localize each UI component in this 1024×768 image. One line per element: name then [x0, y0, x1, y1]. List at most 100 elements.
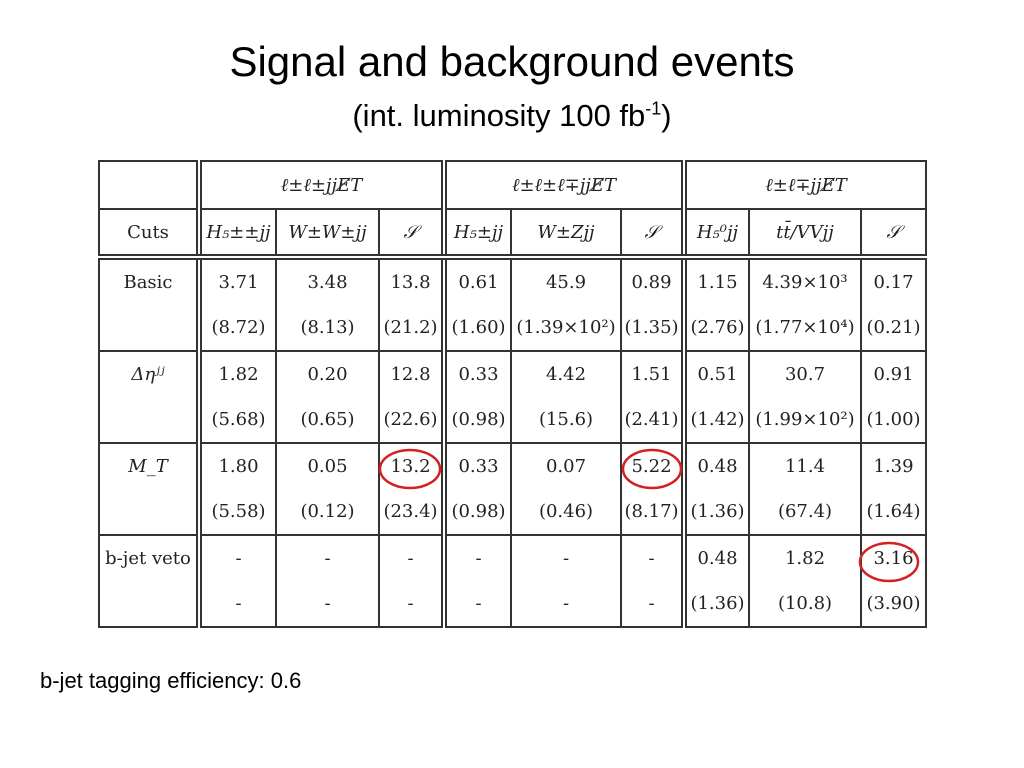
footer-note: b-jet tagging efficiency: 0.6 — [40, 668, 302, 693]
value: 0.48 — [697, 456, 738, 477]
cut-row: Basic 3.71 (8.72) 3.48 (8.13) 13.8 (21.2) 0.61 (… — [98, 256, 927, 352]
group-header-row: ℓ±ℓ±jjE̸T ℓ±ℓ±ℓ∓jjE̸T ℓ±ℓ∓jjE̸T — [98, 160, 927, 210]
value-cell: 0.05 (0.12) — [275, 442, 380, 536]
error: (8.13) — [300, 317, 355, 338]
value: 3.16 — [873, 548, 914, 569]
value: - — [648, 548, 655, 569]
error: - — [324, 593, 331, 614]
value-cell: 1.51 (2.41) — [620, 350, 685, 444]
value-cell: 3.16 (3.90) — [860, 534, 927, 628]
empty-cell — [98, 160, 200, 210]
value-cell: -- — [441, 534, 512, 628]
column-header: 𝒮 — [378, 208, 445, 260]
value: 30.7 — [784, 364, 826, 385]
value-cell: 5.22 (8.17) — [620, 442, 685, 536]
cut-label: Δηʲʲ — [131, 364, 165, 385]
value: 1.80 — [218, 456, 259, 477]
column-header: H₅±jj — [441, 208, 512, 260]
column-header: 𝒮 — [860, 208, 927, 260]
value-cell: 1.80 (5.58) — [196, 442, 277, 536]
value-cell: 1.82 (10.8) — [748, 534, 862, 628]
value: 0.33 — [458, 364, 499, 385]
error: (3.90) — [866, 593, 921, 614]
error: (1.64) — [866, 501, 921, 522]
value-cell: -- — [196, 534, 277, 628]
value: 0.05 — [307, 456, 348, 477]
value: - — [475, 548, 482, 569]
value-cell: 0.07 (0.46) — [510, 442, 622, 536]
value-cell: -- — [275, 534, 380, 628]
value: 0.91 — [873, 364, 914, 385]
subtitle-text: (int. luminosity 100 fb — [352, 98, 646, 133]
value: 4.39×10³ — [762, 272, 848, 293]
value-cell: -- — [510, 534, 622, 628]
value: 0.17 — [873, 272, 914, 293]
error: (0.98) — [451, 501, 506, 522]
value: - — [407, 548, 414, 569]
table-body: ℓ±ℓ±jjE̸T ℓ±ℓ±ℓ∓jjE̸T ℓ±ℓ∓jjE̸T Cuts H₅±±jj W… — [98, 160, 927, 628]
title: Signal and background events — [229, 38, 795, 85]
subtitle: (int. luminosity 100 fb-1) — [0, 98, 1024, 134]
value: 0.33 — [458, 456, 499, 477]
value: 0.51 — [697, 364, 738, 385]
value: 3.48 — [307, 272, 348, 293]
cut-label: b-jet veto — [105, 548, 191, 569]
cut-label: Basic — [123, 272, 173, 293]
value: 1.15 — [697, 272, 738, 293]
error: (5.68) — [211, 409, 266, 430]
error: (22.6) — [383, 409, 438, 430]
value: 11.4 — [784, 456, 826, 477]
error: - — [562, 593, 570, 614]
value: 1.51 — [631, 364, 672, 385]
error: (1.42) — [690, 409, 745, 430]
error: (0.46) — [538, 501, 594, 522]
value-cell: -- — [620, 534, 685, 628]
error: (1.35) — [624, 317, 679, 338]
value-cell: 1.82 (5.68) — [196, 350, 277, 444]
value: 45.9 — [545, 272, 587, 293]
value: 0.48 — [697, 548, 738, 569]
subtitle-sup: -1 — [645, 98, 662, 119]
value-cell: 0.48 (1.36) — [681, 534, 750, 628]
error: (2.41) — [624, 409, 679, 430]
column-header: 𝒮 — [620, 208, 685, 260]
error: (67.4) — [777, 501, 833, 522]
value-cell: 11.4 (67.4) — [748, 442, 862, 536]
error: (15.6) — [538, 409, 594, 430]
error: (0.21) — [866, 317, 921, 338]
value: 4.42 — [545, 364, 587, 385]
column-header: H₅⁰jj — [681, 208, 750, 260]
column-header: H₅±±jj — [196, 208, 277, 260]
cut-label: M_T — [128, 456, 168, 477]
error: (10.8) — [777, 593, 833, 614]
subtitle-end: ) — [661, 98, 672, 133]
value: - — [235, 548, 242, 569]
results-table: ℓ±ℓ±jjE̸T ℓ±ℓ±ℓ∓jjE̸T ℓ±ℓ∓jjE̸T Cuts H₅±±jj W… — [98, 160, 927, 628]
error: (1.77×10⁴) — [755, 317, 855, 338]
column-header: tt̄/VVjj — [748, 208, 862, 260]
error: (21.2) — [383, 317, 438, 338]
value-cell: 0.89 (1.35) — [620, 256, 685, 352]
value: - — [562, 548, 570, 569]
error: (1.99×10²) — [755, 409, 855, 430]
value-cell: 4.42 (15.6) — [510, 350, 622, 444]
error: (1.60) — [451, 317, 506, 338]
group-header: ℓ±ℓ±ℓ∓jjE̸T — [441, 160, 685, 210]
value-cell: 0.33 (0.98) — [441, 442, 512, 536]
value: 1.82 — [218, 364, 259, 385]
error: - — [235, 593, 242, 614]
error: (23.4) — [383, 501, 438, 522]
value: - — [324, 548, 331, 569]
error: (8.72) — [211, 317, 266, 338]
error: - — [475, 593, 482, 614]
value-cell: 0.61 (1.60) — [441, 256, 512, 352]
value-cell: 0.48 (1.36) — [681, 442, 750, 536]
column-header-row: Cuts H₅±±jj W±W±jj 𝒮 H₅±jj W±Zjj 𝒮 H₅⁰jj tt̄/VVj… — [98, 208, 927, 260]
value-cell: 1.39 (1.64) — [860, 442, 927, 536]
error: (1.36) — [690, 593, 745, 614]
group-header: ℓ±ℓ±jjE̸T — [196, 160, 445, 210]
value: 13.8 — [390, 272, 431, 293]
value: 0.89 — [631, 272, 672, 293]
value-cell: 0.51 (1.42) — [681, 350, 750, 444]
